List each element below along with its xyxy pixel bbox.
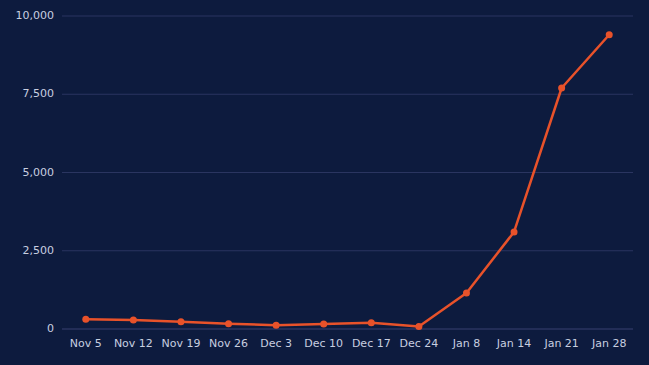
grid-line bbox=[62, 16, 633, 17]
point bbox=[415, 323, 422, 330]
point bbox=[130, 316, 137, 323]
x-axis: Nov 5 Nov 12 Nov 19 Nov 26 Dec 3 Dec 10 Dec 17… bbox=[70, 337, 627, 350]
y-tick-label: 10,000 bbox=[16, 9, 55, 22]
page: {"chart_data": {"type": "line", "categor… bbox=[0, 0, 649, 365]
grid-line bbox=[62, 250, 633, 251]
x-axis-line bbox=[62, 329, 633, 330]
point bbox=[225, 320, 232, 327]
x-tick-label: Nov 12 bbox=[114, 337, 153, 350]
grid-line bbox=[62, 329, 633, 330]
plot-area bbox=[82, 31, 612, 330]
x-tick-label: Nov 19 bbox=[161, 337, 200, 350]
x-tick-label: Dec 17 bbox=[352, 337, 391, 350]
x-tick-label: Nov 5 bbox=[70, 337, 102, 350]
chart-svg: 02,5005,0007,50010,000Nov 5Nov 12Nov 19N… bbox=[0, 0, 649, 365]
background bbox=[0, 0, 649, 365]
x-tick-label: Jan 28 bbox=[591, 337, 626, 350]
point bbox=[606, 31, 613, 38]
y-axis: 0 2,500 5,000 7,500 10,000 bbox=[16, 9, 634, 335]
x-tick-label: Nov 26 bbox=[209, 337, 248, 350]
x-tick-label: Jan 8 bbox=[452, 337, 480, 350]
grid-line bbox=[62, 172, 633, 173]
y-tick-label: 5,000 bbox=[23, 166, 55, 179]
point bbox=[558, 84, 565, 91]
y-tick-label: 2,500 bbox=[23, 244, 55, 257]
point bbox=[273, 322, 280, 329]
point bbox=[177, 318, 184, 325]
point bbox=[368, 319, 375, 326]
y-tick-label: 0 bbox=[47, 322, 54, 335]
x-tick-label: Jan 21 bbox=[543, 337, 578, 350]
x-tick-label: Dec 10 bbox=[304, 337, 343, 350]
point bbox=[320, 320, 327, 327]
point bbox=[511, 228, 518, 235]
x-tick-label: Jan 14 bbox=[496, 337, 531, 350]
point bbox=[82, 316, 89, 323]
point bbox=[463, 290, 470, 297]
line bbox=[86, 35, 609, 327]
x-tick-label: Dec 24 bbox=[399, 337, 438, 350]
x-tick-label: Dec 3 bbox=[260, 337, 292, 350]
grid-line bbox=[62, 94, 633, 95]
chart-container: 02,5005,0007,50010,000Nov 5Nov 12Nov 19N… bbox=[0, 0, 649, 365]
y-tick-label: 7,500 bbox=[23, 87, 55, 100]
